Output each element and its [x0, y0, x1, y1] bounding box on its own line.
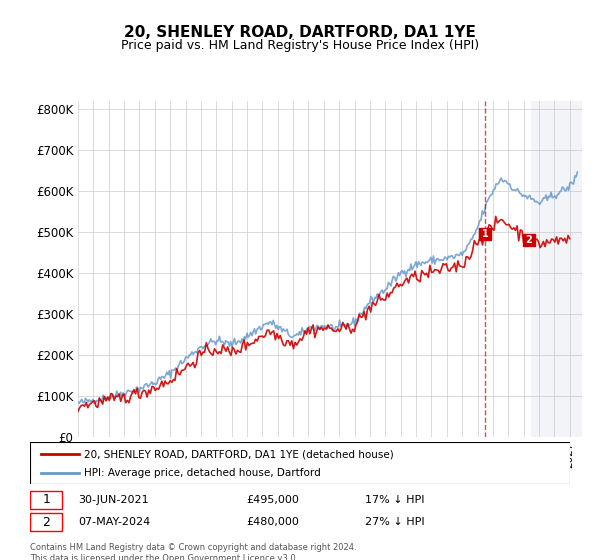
Text: 17% ↓ HPI: 17% ↓ HPI [365, 494, 424, 505]
Text: Price paid vs. HM Land Registry's House Price Index (HPI): Price paid vs. HM Land Registry's House … [121, 39, 479, 52]
FancyBboxPatch shape [30, 491, 62, 508]
Text: 2: 2 [526, 235, 532, 245]
Text: £495,000: £495,000 [246, 494, 299, 505]
FancyBboxPatch shape [30, 442, 570, 484]
Text: 20, SHENLEY ROAD, DARTFORD, DA1 1YE (detached house): 20, SHENLEY ROAD, DARTFORD, DA1 1YE (det… [84, 449, 394, 459]
Text: Contains HM Land Registry data © Crown copyright and database right 2024.
This d: Contains HM Land Registry data © Crown c… [30, 543, 356, 560]
Text: HPI: Average price, detached house, Dartford: HPI: Average price, detached house, Dart… [84, 468, 321, 478]
Text: 20, SHENLEY ROAD, DARTFORD, DA1 1YE: 20, SHENLEY ROAD, DARTFORD, DA1 1YE [124, 25, 476, 40]
FancyBboxPatch shape [30, 514, 62, 531]
Text: 1: 1 [42, 493, 50, 506]
Text: 1: 1 [482, 229, 488, 239]
Text: 30-JUN-2021: 30-JUN-2021 [79, 494, 149, 505]
Text: £480,000: £480,000 [246, 517, 299, 528]
Text: 27% ↓ HPI: 27% ↓ HPI [365, 517, 424, 528]
Text: 2: 2 [42, 516, 50, 529]
Bar [531, 101, 585, 437]
Text: 07-MAY-2024: 07-MAY-2024 [79, 517, 151, 528]
